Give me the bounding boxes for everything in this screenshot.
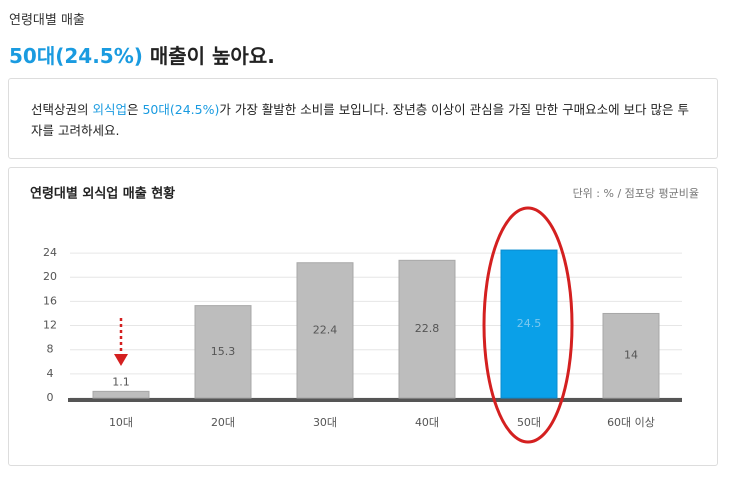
x-tick-label: 10대 xyxy=(109,416,133,429)
x-tick-label: 30대 xyxy=(313,416,337,429)
bar xyxy=(194,305,252,399)
value-label: 15.3 xyxy=(211,345,236,358)
arrow-head xyxy=(114,354,128,366)
x-tick-label: 40대 xyxy=(415,416,439,429)
y-tick-label: 24 xyxy=(43,246,57,259)
bar xyxy=(296,262,354,399)
y-tick-label: 20 xyxy=(43,270,57,283)
x-tick-label: 60대 이상 xyxy=(607,416,655,429)
y-tick-label: 12 xyxy=(43,319,57,332)
desc-highlight: 50대(24.5%) xyxy=(142,102,220,117)
y-tick-label: 0 xyxy=(47,391,54,404)
x-tick-label: 50대 xyxy=(517,416,541,429)
y-tick-label: 8 xyxy=(47,343,54,356)
highlight-ellipse xyxy=(482,206,574,444)
description-box: 선택상권의 외식업은 50대(24.5%)가 가장 활발한 소비를 보입니다. … xyxy=(8,78,718,159)
desc-text: 은 xyxy=(127,102,143,117)
chart-title: 연령대별 외식업 매출 현황 xyxy=(30,186,175,202)
desc-text: 선택상권의 xyxy=(31,102,93,117)
headline-rest: 매출이 높아요. xyxy=(142,44,275,68)
headline-highlight: 50대(24.5%) xyxy=(9,44,143,68)
desc-highlight: 외식업 xyxy=(92,102,127,117)
section-label: 연령대별 매출 xyxy=(9,13,85,28)
bar xyxy=(500,249,558,399)
y-tick-label: 4 xyxy=(47,367,54,380)
chart-unit: 단위 : % / 점포당 평균비율 xyxy=(573,187,699,200)
value-label: 22.4 xyxy=(313,323,338,336)
x-tick-label: 20대 xyxy=(211,416,235,429)
bar xyxy=(602,312,660,399)
value-label: 1.1 xyxy=(112,375,130,388)
desc-text: 가 가장 활발한 소비를 보입니다. 장년층 이상이 관심을 가질 만한 구매요… xyxy=(31,102,689,138)
value-label: 14 xyxy=(624,349,638,362)
y-tick-label: 16 xyxy=(43,294,57,307)
headline: 50대(24.5%) 매출이 높아요. xyxy=(9,40,275,69)
bar xyxy=(92,390,150,399)
bar xyxy=(398,259,456,399)
value-label: 24.5 xyxy=(517,317,542,330)
value-label: 22.8 xyxy=(415,322,440,335)
chart-box xyxy=(8,167,718,466)
